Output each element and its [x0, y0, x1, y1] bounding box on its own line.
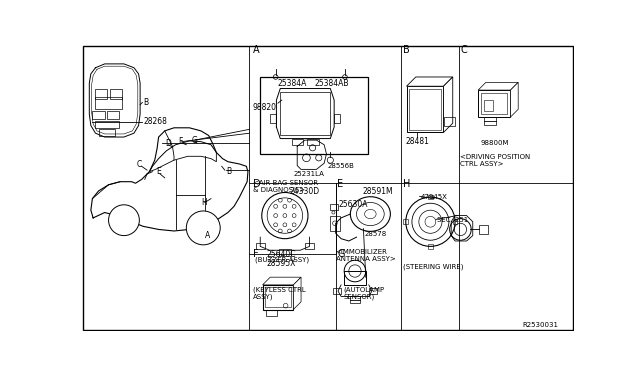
Text: 25630A: 25630A: [338, 200, 367, 209]
Text: 98800M: 98800M: [481, 140, 509, 146]
Bar: [95, 121, 119, 128]
Text: 24330D: 24330D: [289, 187, 319, 196]
Bar: [409, 89, 441, 130]
Text: B: B: [143, 98, 148, 107]
Text: 25384A: 25384A: [278, 78, 307, 87]
Bar: [484, 100, 493, 111]
Text: H: H: [201, 198, 207, 207]
Bar: [266, 310, 277, 316]
Bar: [330, 204, 338, 210]
Bar: [350, 296, 360, 303]
Bar: [484, 117, 496, 125]
Circle shape: [186, 211, 220, 245]
Text: <IMMOBILIZER
ANTENNA ASSY>: <IMMOBILIZER ANTENNA ASSY>: [336, 250, 396, 263]
Text: F: F: [179, 137, 183, 146]
Text: 28481: 28481: [405, 137, 429, 146]
Text: 98820: 98820: [253, 103, 276, 112]
Bar: [452, 219, 458, 224]
Text: <AIR BAG SENSOR
& DIAGNOSIS>: <AIR BAG SENSOR & DIAGNOSIS>: [253, 180, 317, 193]
Text: (KEYLESS CTRL
ASSY): (KEYLESS CTRL ASSY): [253, 286, 305, 301]
Text: 28595X: 28595X: [266, 259, 296, 268]
Text: G: G: [192, 136, 198, 145]
Text: 47945X: 47945X: [421, 194, 448, 200]
Text: C: C: [460, 45, 467, 55]
Text: H: H: [403, 179, 410, 189]
Text: 25640C: 25640C: [266, 250, 296, 259]
Text: G: G: [337, 250, 345, 260]
Text: (AUTOLAMP
SENSOR): (AUTOLAMP SENSOR): [344, 286, 385, 301]
Bar: [92, 111, 105, 119]
Text: 25231LA: 25231LA: [293, 171, 324, 177]
Bar: [428, 195, 433, 199]
Polygon shape: [478, 82, 518, 90]
Bar: [481, 93, 508, 114]
Text: (BUZZER ASSY): (BUZZER ASSY): [255, 256, 309, 263]
Text: B: B: [227, 167, 232, 176]
Bar: [428, 244, 433, 249]
Bar: [406, 86, 444, 132]
Text: F: F: [253, 250, 258, 260]
Bar: [330, 216, 340, 231]
Bar: [255, 243, 265, 249]
Polygon shape: [262, 277, 301, 285]
Bar: [260, 77, 368, 154]
Text: D: D: [164, 139, 171, 148]
Polygon shape: [293, 277, 301, 310]
Bar: [369, 288, 376, 294]
Text: B: B: [403, 45, 410, 55]
Polygon shape: [444, 77, 452, 132]
Bar: [479, 225, 488, 234]
Bar: [280, 92, 330, 135]
Bar: [279, 250, 291, 256]
Polygon shape: [90, 64, 140, 137]
Bar: [95, 89, 107, 99]
Text: (STEERING WIRE): (STEERING WIRE): [403, 263, 464, 270]
Bar: [95, 97, 122, 109]
Bar: [307, 139, 319, 145]
Text: 28591M: 28591M: [363, 187, 393, 196]
Text: 25384AB: 25384AB: [315, 78, 349, 87]
Bar: [99, 129, 115, 135]
Text: <DRIVING POSITION
CTRL ASSY>: <DRIVING POSITION CTRL ASSY>: [460, 154, 531, 167]
Bar: [110, 89, 122, 99]
Text: E: E: [156, 167, 161, 176]
Bar: [403, 219, 408, 224]
Text: E: E: [337, 179, 344, 189]
Text: A: A: [205, 231, 210, 240]
Bar: [444, 117, 455, 126]
Text: D: D: [253, 179, 260, 189]
Bar: [270, 114, 276, 123]
Bar: [344, 271, 365, 285]
Bar: [305, 243, 314, 249]
Polygon shape: [406, 77, 452, 86]
Bar: [107, 111, 119, 119]
Text: SEC. 251: SEC. 251: [437, 217, 468, 223]
Bar: [478, 90, 511, 117]
Text: 28556B: 28556B: [328, 163, 355, 169]
Bar: [292, 139, 303, 145]
Text: 28268: 28268: [143, 117, 167, 126]
Bar: [265, 287, 291, 307]
Text: C: C: [137, 160, 142, 169]
Bar: [262, 285, 293, 310]
Bar: [334, 114, 340, 123]
Text: A: A: [253, 45, 259, 55]
Text: R2530031: R2530031: [522, 322, 558, 328]
Circle shape: [109, 205, 140, 235]
Text: 28578: 28578: [365, 231, 387, 237]
Bar: [333, 288, 341, 294]
Polygon shape: [511, 82, 518, 117]
